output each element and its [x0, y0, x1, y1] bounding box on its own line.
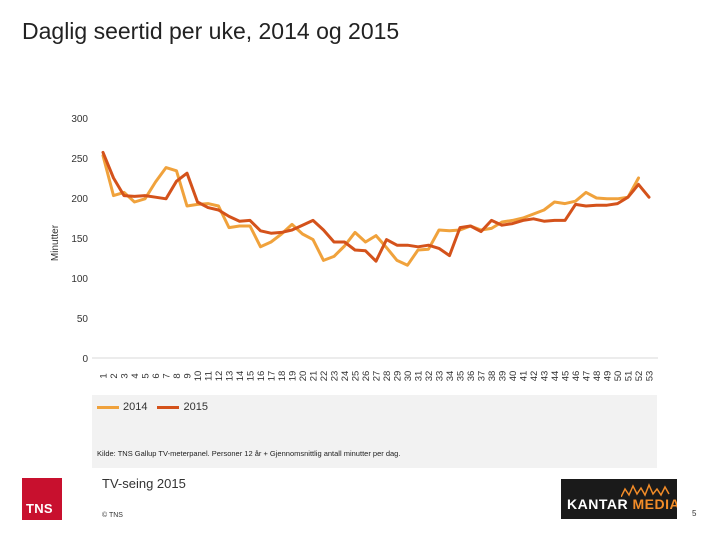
legend-label-2014: 2014: [123, 401, 148, 413]
x-tick-label: 6: [151, 373, 162, 378]
x-tick-label: 9: [183, 373, 194, 378]
x-tick-label: 33: [435, 371, 446, 382]
x-tick-label: 3: [120, 373, 131, 378]
x-tick-label: 4: [130, 373, 141, 378]
tns-logo-text: TNS: [26, 501, 53, 516]
legend-swatch-2015: [157, 405, 180, 409]
x-tick-label: 20: [298, 371, 309, 382]
x-tick-label: 25: [351, 371, 362, 382]
x-tick-label: 17: [267, 371, 278, 382]
x-tick-label: 27: [372, 371, 383, 382]
x-tick-label: 30: [403, 371, 414, 382]
x-tick-label: 24: [340, 371, 351, 382]
x-axis-ticks: 1 2 3 4 5 6 7 8 9 10 11 12 13 14 15 16 17 18 19 20 21 22 23 24 2…: [99, 371, 656, 382]
chart-legend: 2014 2015: [97, 401, 208, 413]
x-tick-label: 35: [456, 371, 467, 382]
x-tick-label: 52: [634, 371, 645, 382]
x-tick-label: 1: [99, 373, 110, 378]
y-tick-label: 300: [71, 114, 88, 125]
x-tick-label: 16: [256, 371, 267, 382]
x-tick-label: 32: [424, 371, 435, 382]
x-tick-label: 50: [613, 371, 624, 382]
y-tick-label: 100: [71, 274, 88, 285]
x-tick-label: 40: [508, 371, 519, 382]
series-lines: [101, 150, 651, 267]
x-tick-label: 29: [393, 371, 404, 382]
y-tick-label: 200: [71, 194, 88, 205]
x-tick-label: 39: [498, 371, 509, 382]
x-tick-label: 18: [277, 371, 288, 382]
x-tick-label: 10: [193, 371, 204, 382]
x-tick-label: 8: [172, 373, 183, 378]
y-tick-label: 250: [71, 154, 88, 165]
x-tick-label: 21: [309, 371, 320, 382]
x-tick-label: 7: [162, 373, 173, 378]
x-tick-label: 13: [225, 371, 236, 382]
footer-title: TV-seing 2015: [102, 476, 186, 491]
legend-label-2015: 2015: [183, 401, 208, 413]
x-tick-label: 53: [645, 371, 656, 382]
series-line-2014: [101, 154, 640, 267]
kantar-word: KANTAR: [567, 496, 629, 512]
x-tick-label: 28: [382, 371, 393, 382]
x-tick-label: 45: [561, 371, 572, 382]
kantar-logo-mark: [621, 483, 670, 497]
legend-swatch-2014: [97, 405, 119, 409]
x-tick-label: 43: [540, 371, 551, 382]
x-tick-label: 26: [361, 371, 372, 382]
x-tick-label: 37: [477, 371, 488, 382]
x-tick-label: 2: [109, 373, 120, 378]
y-axis-ticks: 0 50 100 150 200 250 300: [71, 114, 88, 365]
x-tick-label: 36: [466, 371, 477, 382]
x-tick-label: 5: [141, 373, 152, 378]
x-tick-label: 49: [603, 371, 614, 382]
y-tick-label: 0: [82, 354, 88, 365]
x-tick-label: 31: [414, 371, 425, 382]
page-title: Daglig seertid per uke, 2014 og 2015: [22, 18, 400, 44]
x-tick-label: 51: [624, 371, 635, 382]
x-tick-label: 46: [571, 371, 582, 382]
x-tick-label: 12: [214, 371, 225, 382]
x-tick-label: 48: [592, 371, 603, 382]
y-tick-label: 150: [71, 234, 88, 245]
legend-panel: [92, 395, 657, 468]
legend-item-2014: 2014: [97, 401, 147, 413]
x-tick-label: 19: [288, 371, 299, 382]
x-tick-label: 42: [529, 371, 540, 382]
x-tick-label: 41: [519, 371, 530, 382]
source-note: Kilde: TNS Gallup TV-meterpanel. Persone…: [97, 449, 401, 458]
x-tick-label: 14: [235, 371, 246, 382]
x-tick-label: 38: [487, 371, 498, 382]
x-tick-label: 34: [445, 371, 456, 382]
tns-logo: TNS: [22, 478, 62, 520]
x-tick-label: 23: [330, 371, 341, 382]
x-tick-label: 47: [582, 371, 593, 382]
x-tick-label: 22: [319, 371, 330, 382]
kantar-media-logo: KANTAR MEDIA: [561, 479, 677, 519]
x-tick-label: 15: [246, 371, 257, 382]
y-tick-label: 50: [77, 314, 89, 325]
series-line-2015: [101, 150, 651, 263]
x-tick-label: 44: [550, 371, 561, 382]
media-word: MEDIA: [632, 496, 677, 512]
x-tick-label: 11: [204, 371, 215, 381]
page-number: 5: [692, 509, 697, 518]
kantar-logo-text: KANTAR MEDIA: [567, 496, 677, 512]
copyright-text: © TNS: [102, 512, 123, 519]
legend-item-2015: 2015: [157, 401, 208, 413]
y-axis-label: Minutter: [50, 224, 61, 261]
